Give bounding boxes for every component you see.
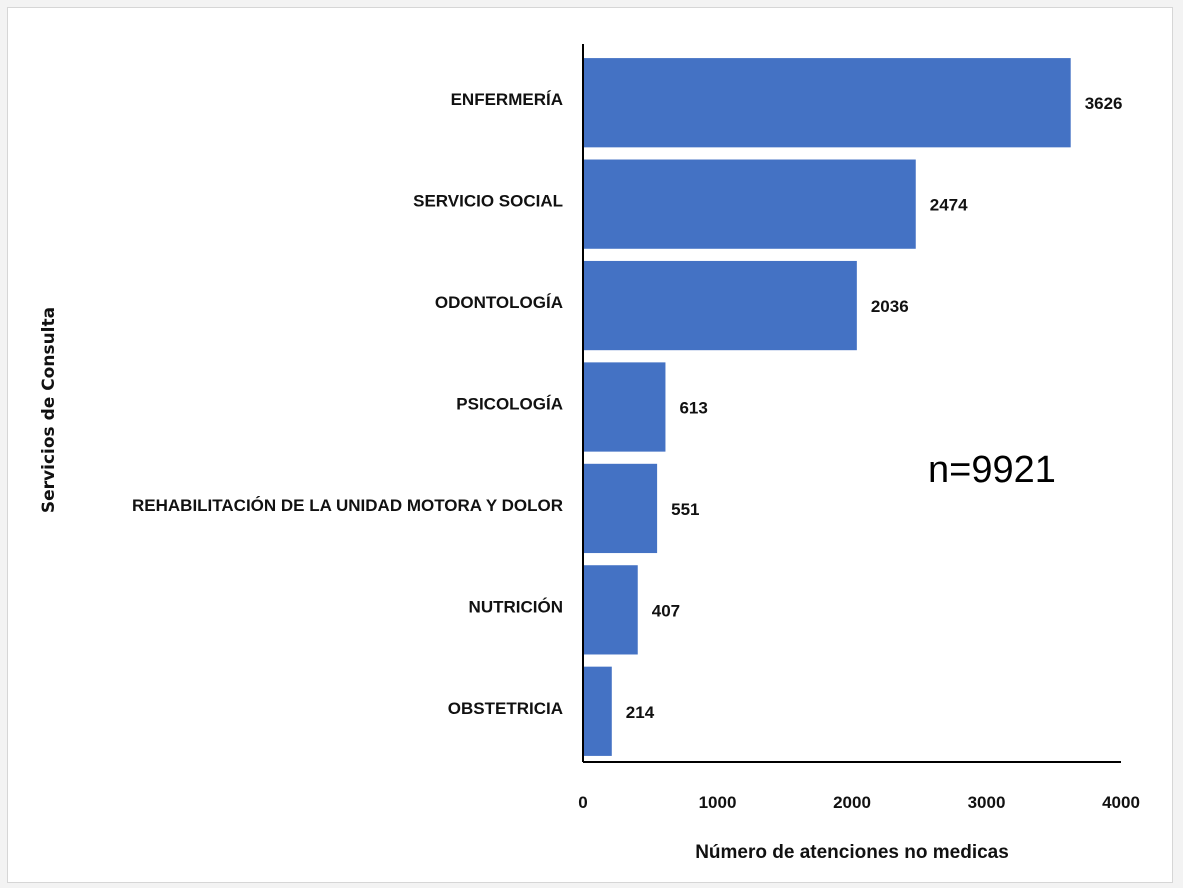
bars-group	[583, 58, 1071, 756]
category-label: NUTRICIÓN	[469, 597, 563, 616]
value-label: 613	[679, 398, 707, 417]
bar-5	[583, 565, 638, 655]
value-label: 2036	[871, 297, 909, 316]
category-label: PSICOLOGÍA	[456, 394, 563, 413]
value-labels-group: 3626 2474 2036 613 551 407 214	[626, 94, 1123, 722]
x-tick-label: 1000	[699, 793, 737, 812]
sample-size-annotation: n=9921	[928, 449, 1056, 491]
category-label: SERVICIO SOCIAL	[413, 192, 563, 211]
bar-2	[583, 260, 857, 351]
bar-1	[583, 159, 916, 249]
bar-6	[583, 666, 612, 756]
x-tick-label: 0	[578, 793, 587, 812]
value-label: 214	[626, 703, 655, 722]
category-label: ODONTOLOGÍA	[435, 293, 563, 312]
bar-0	[583, 58, 1071, 148]
x-tick-label: 4000	[1102, 793, 1140, 812]
category-label: ENFERMERÍA	[451, 90, 563, 109]
value-label: 3626	[1085, 94, 1123, 113]
value-label: 407	[652, 601, 680, 620]
x-tick-label: 3000	[968, 793, 1006, 812]
category-label: OBSTETRICIA	[448, 699, 563, 718]
category-label: REHABILITACIÓN DE LA UNIDAD MOTORA Y DOL…	[132, 496, 563, 515]
x-tick-label: 2000	[833, 793, 871, 812]
category-labels-group: ENFERMERÍA SERVICIO SOCIAL ODONTOLOGÍA PSIC…	[132, 90, 563, 718]
x-axis-label: Número de atenciones no medicas	[695, 842, 1009, 863]
bar-4	[583, 463, 658, 554]
value-label: 551	[671, 500, 699, 519]
y-axis-label: Servicios de Consulta	[39, 307, 59, 513]
x-tick-labels-group: 0 1000 2000 3000 4000	[578, 793, 1140, 812]
bar-3	[583, 362, 666, 452]
value-label: 2474	[930, 196, 968, 215]
